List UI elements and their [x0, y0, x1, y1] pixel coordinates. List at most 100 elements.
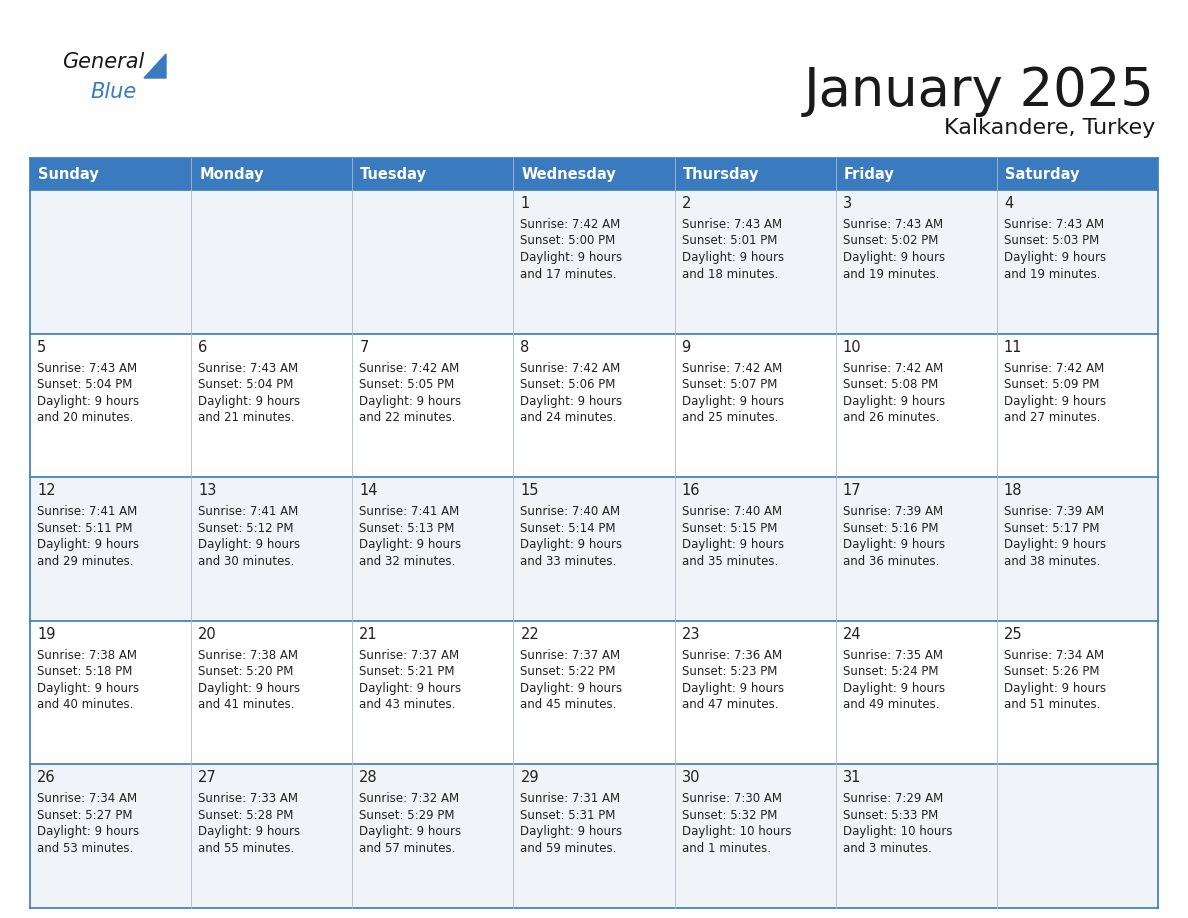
Text: and 45 minutes.: and 45 minutes.	[520, 699, 617, 711]
Text: Daylight: 9 hours: Daylight: 9 hours	[520, 682, 623, 695]
Text: Sunrise: 7:41 AM: Sunrise: 7:41 AM	[198, 505, 298, 518]
Text: Friday: Friday	[843, 166, 895, 182]
Text: Sunset: 5:33 PM: Sunset: 5:33 PM	[842, 809, 939, 822]
Text: Daylight: 9 hours: Daylight: 9 hours	[1004, 395, 1106, 408]
Text: and 49 minutes.: and 49 minutes.	[842, 699, 940, 711]
Text: Sunrise: 7:40 AM: Sunrise: 7:40 AM	[520, 505, 620, 518]
Text: Sunrise: 7:43 AM: Sunrise: 7:43 AM	[1004, 218, 1104, 231]
Text: Daylight: 9 hours: Daylight: 9 hours	[37, 682, 139, 695]
Text: Sunset: 5:28 PM: Sunset: 5:28 PM	[198, 809, 293, 822]
Bar	[30, 477, 1158, 621]
Text: Daylight: 9 hours: Daylight: 9 hours	[682, 251, 784, 264]
Text: Monday: Monday	[200, 166, 264, 182]
Text: Sunrise: 7:32 AM: Sunrise: 7:32 AM	[359, 792, 460, 805]
Text: and 55 minutes.: and 55 minutes.	[198, 842, 295, 855]
Text: Sunset: 5:13 PM: Sunset: 5:13 PM	[359, 521, 455, 534]
Text: Daylight: 9 hours: Daylight: 9 hours	[198, 825, 301, 838]
Text: Sunrise: 7:40 AM: Sunrise: 7:40 AM	[682, 505, 782, 518]
Text: Daylight: 10 hours: Daylight: 10 hours	[682, 825, 791, 838]
Text: and 19 minutes.: and 19 minutes.	[1004, 267, 1100, 281]
Text: Daylight: 9 hours: Daylight: 9 hours	[37, 825, 139, 838]
Text: Sunrise: 7:34 AM: Sunrise: 7:34 AM	[1004, 649, 1104, 662]
Text: Sunrise: 7:37 AM: Sunrise: 7:37 AM	[520, 649, 620, 662]
Text: 12: 12	[37, 483, 56, 498]
Text: and 24 minutes.: and 24 minutes.	[520, 411, 617, 424]
Text: Sunday: Sunday	[38, 166, 99, 182]
Text: Sunrise: 7:43 AM: Sunrise: 7:43 AM	[37, 362, 137, 375]
Text: 11: 11	[1004, 340, 1023, 354]
Text: and 36 minutes.: and 36 minutes.	[842, 554, 939, 567]
Text: 26: 26	[37, 770, 56, 786]
Text: Daylight: 9 hours: Daylight: 9 hours	[198, 682, 301, 695]
Text: and 22 minutes.: and 22 minutes.	[359, 411, 456, 424]
Text: Sunrise: 7:33 AM: Sunrise: 7:33 AM	[198, 792, 298, 805]
Text: Sunrise: 7:36 AM: Sunrise: 7:36 AM	[682, 649, 782, 662]
Bar	[30, 621, 1158, 765]
Text: Sunset: 5:11 PM: Sunset: 5:11 PM	[37, 521, 133, 534]
Text: and 57 minutes.: and 57 minutes.	[359, 842, 456, 855]
Bar	[30, 158, 1158, 190]
Text: 19: 19	[37, 627, 56, 642]
Text: Sunrise: 7:30 AM: Sunrise: 7:30 AM	[682, 792, 782, 805]
Text: 8: 8	[520, 340, 530, 354]
Text: Sunrise: 7:39 AM: Sunrise: 7:39 AM	[1004, 505, 1104, 518]
Text: Sunset: 5:15 PM: Sunset: 5:15 PM	[682, 521, 777, 534]
Text: and 19 minutes.: and 19 minutes.	[842, 267, 940, 281]
Text: Daylight: 9 hours: Daylight: 9 hours	[1004, 251, 1106, 264]
Text: and 27 minutes.: and 27 minutes.	[1004, 411, 1100, 424]
Text: and 41 minutes.: and 41 minutes.	[198, 699, 295, 711]
Text: Sunset: 5:03 PM: Sunset: 5:03 PM	[1004, 234, 1099, 248]
Text: Sunrise: 7:42 AM: Sunrise: 7:42 AM	[520, 218, 620, 231]
Text: Daylight: 9 hours: Daylight: 9 hours	[359, 395, 461, 408]
Text: 15: 15	[520, 483, 539, 498]
Bar	[30, 333, 1158, 477]
Text: Sunset: 5:02 PM: Sunset: 5:02 PM	[842, 234, 939, 248]
Text: Blue: Blue	[90, 82, 137, 102]
Text: Sunset: 5:09 PM: Sunset: 5:09 PM	[1004, 378, 1099, 391]
Text: Sunset: 5:01 PM: Sunset: 5:01 PM	[682, 234, 777, 248]
Text: and 33 minutes.: and 33 minutes.	[520, 554, 617, 567]
Text: Sunset: 5:26 PM: Sunset: 5:26 PM	[1004, 666, 1099, 678]
Text: Sunset: 5:00 PM: Sunset: 5:00 PM	[520, 234, 615, 248]
Text: Sunset: 5:12 PM: Sunset: 5:12 PM	[198, 521, 293, 534]
Text: Sunrise: 7:31 AM: Sunrise: 7:31 AM	[520, 792, 620, 805]
Text: 22: 22	[520, 627, 539, 642]
Text: 4: 4	[1004, 196, 1013, 211]
Text: 24: 24	[842, 627, 861, 642]
Text: Sunset: 5:07 PM: Sunset: 5:07 PM	[682, 378, 777, 391]
Text: Daylight: 9 hours: Daylight: 9 hours	[37, 538, 139, 551]
Text: Daylight: 9 hours: Daylight: 9 hours	[1004, 538, 1106, 551]
Text: Daylight: 9 hours: Daylight: 9 hours	[842, 682, 944, 695]
Text: 14: 14	[359, 483, 378, 498]
Text: Sunrise: 7:35 AM: Sunrise: 7:35 AM	[842, 649, 943, 662]
Text: Sunrise: 7:42 AM: Sunrise: 7:42 AM	[359, 362, 460, 375]
Text: and 18 minutes.: and 18 minutes.	[682, 267, 778, 281]
Text: and 3 minutes.: and 3 minutes.	[842, 842, 931, 855]
Text: Daylight: 9 hours: Daylight: 9 hours	[198, 538, 301, 551]
Text: Sunset: 5:27 PM: Sunset: 5:27 PM	[37, 809, 133, 822]
Text: and 1 minutes.: and 1 minutes.	[682, 842, 771, 855]
Text: and 51 minutes.: and 51 minutes.	[1004, 699, 1100, 711]
Text: and 26 minutes.: and 26 minutes.	[842, 411, 940, 424]
Text: Daylight: 9 hours: Daylight: 9 hours	[842, 251, 944, 264]
Text: Daylight: 9 hours: Daylight: 9 hours	[682, 682, 784, 695]
Text: Sunrise: 7:43 AM: Sunrise: 7:43 AM	[842, 218, 943, 231]
Text: 23: 23	[682, 627, 700, 642]
Text: Daylight: 9 hours: Daylight: 9 hours	[682, 395, 784, 408]
Text: Daylight: 9 hours: Daylight: 9 hours	[359, 682, 461, 695]
Bar	[30, 765, 1158, 908]
Text: 2: 2	[682, 196, 691, 211]
Text: Daylight: 9 hours: Daylight: 9 hours	[520, 538, 623, 551]
Text: and 21 minutes.: and 21 minutes.	[198, 411, 295, 424]
Text: General: General	[62, 52, 144, 72]
Text: Daylight: 9 hours: Daylight: 9 hours	[1004, 682, 1106, 695]
Text: 9: 9	[682, 340, 690, 354]
Text: Sunrise: 7:38 AM: Sunrise: 7:38 AM	[37, 649, 137, 662]
Text: Daylight: 9 hours: Daylight: 9 hours	[842, 395, 944, 408]
Text: 21: 21	[359, 627, 378, 642]
Text: Wednesday: Wednesday	[522, 166, 617, 182]
Text: and 40 minutes.: and 40 minutes.	[37, 699, 133, 711]
Text: Daylight: 9 hours: Daylight: 9 hours	[520, 825, 623, 838]
Text: Sunrise: 7:34 AM: Sunrise: 7:34 AM	[37, 792, 137, 805]
Text: Sunrise: 7:41 AM: Sunrise: 7:41 AM	[37, 505, 138, 518]
